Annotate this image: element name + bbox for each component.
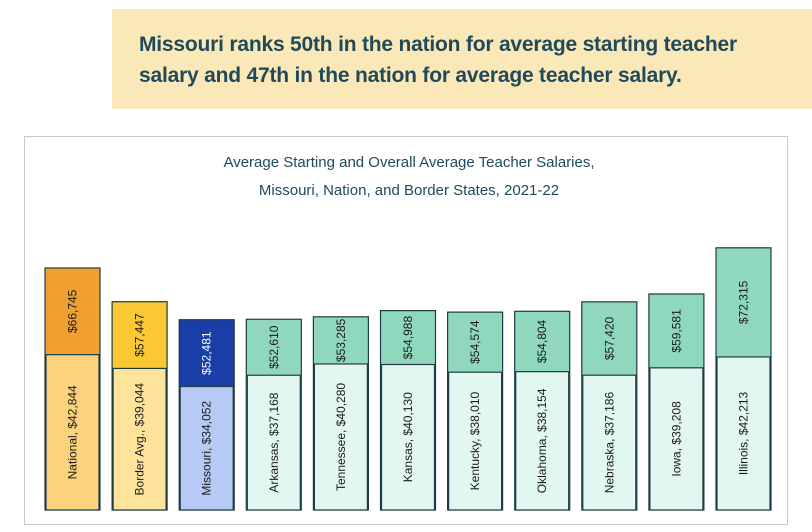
salary-bar-chart: Average Starting and Overall Average Tea… <box>44 154 772 511</box>
label-overall-iowa: $59,581 <box>669 309 683 353</box>
bar-starting-kansas <box>380 363 436 511</box>
label-overall-missouri: $52,481 <box>200 331 214 375</box>
bar-starting-tennessee <box>313 363 368 511</box>
chart-title-line-1: Average Starting and Overall Average Tea… <box>223 154 594 171</box>
bar-starting-border-avg <box>112 367 167 511</box>
label-overall-arkansas: $52,610 <box>267 325 281 369</box>
label-overall-kentucky: $54,574 <box>468 320 482 364</box>
bar-starting-oklahoma <box>515 371 570 511</box>
headline-text: Missouri ranks 50th in the nation for av… <box>139 33 737 87</box>
label-overall-national: $66,745 <box>66 289 80 333</box>
label-starting-kansas: Kansas, $40,130 <box>401 392 415 482</box>
headline-banner: Missouri ranks 50th in the nation for av… <box>112 9 812 109</box>
label-starting-kentucky: Kentucky, $38,010 <box>468 392 482 491</box>
bar-starting-national <box>45 354 100 511</box>
label-starting-oklahoma: Oklahoma, $38,154 <box>535 388 549 493</box>
label-overall-border-avg: $57,447 <box>133 313 147 357</box>
label-overall-nebraska: $57,420 <box>602 316 616 360</box>
bar-starting-nebraska <box>582 374 637 511</box>
label-starting-tennessee: Tennessee, $40,280 <box>334 383 348 491</box>
chart-frame: Average Starting and Overall Average Tea… <box>24 136 788 525</box>
label-overall-oklahoma: $54,804 <box>535 319 549 363</box>
label-starting-iowa: Iowa, $39,208 <box>669 401 683 477</box>
bar-starting-illinois <box>716 356 771 511</box>
label-starting-arkansas: Arkansas, $37,168 <box>267 392 281 492</box>
chart-title-line-2: Missouri, Nation, and Border States, 202… <box>259 182 559 199</box>
label-overall-tennessee: $53,285 <box>334 318 348 362</box>
label-overall-illinois: $72,315 <box>737 280 751 324</box>
bars-group: $66,745 National, $42,844 $57,447 Border Av… <box>44 247 772 511</box>
label-starting-nebraska: Nebraska, $37,186 <box>602 392 616 494</box>
bar-starting-missouri <box>179 385 234 511</box>
bar-starting-arkansas <box>246 374 301 511</box>
bar-starting-kentucky <box>448 371 503 511</box>
label-overall-kansas: $54,988 <box>401 316 415 360</box>
label-starting-border-avg: Border Avg., $39,044 <box>133 383 147 496</box>
label-starting-missouri: Missouri, $34,052 <box>200 401 214 496</box>
label-starting-national: National, $42,844 <box>66 385 80 479</box>
label-starting-illinois: Illinois, $42,213 <box>737 391 751 475</box>
bar-starting-iowa <box>649 367 704 511</box>
